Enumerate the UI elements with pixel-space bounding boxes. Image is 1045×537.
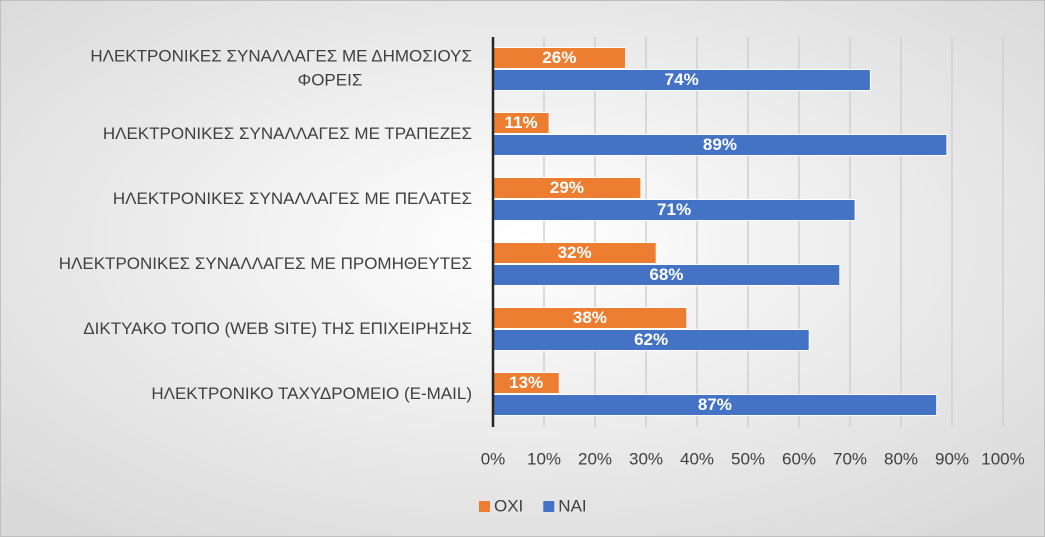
x-tick-label: 60% — [782, 449, 816, 468]
data-label: 32% — [558, 243, 592, 262]
y-tick-label: ΗΛΕΚΤΡΟΝΙΚΕΣ ΣΥΝΑΛΛΑΓΕΣ ΜΕ ΠΕΛΑΤΕΣ — [113, 189, 472, 208]
legend-label: ΝΑΙ — [558, 496, 586, 515]
x-tick-label: 20% — [578, 449, 612, 468]
x-tick-label: 30% — [629, 449, 663, 468]
y-tick-label: ΗΛΕΚΤΡΟΝΙΚΟ ΤΑΧΥΔΡΟΜΕΙΟ (E-MAIL) — [151, 384, 472, 403]
x-tick-label: 40% — [680, 449, 714, 468]
data-label: 68% — [649, 265, 683, 284]
x-tick-label: 10% — [527, 449, 561, 468]
data-label: 62% — [634, 330, 668, 349]
x-tick-label: 80% — [884, 449, 918, 468]
y-tick-label: ΗΛΕΚΤΡΟΝΙΚΕΣ ΣΥΝΑΛΛΑΓΕΣ ΜΕ ΔΗΜΟΣΙΟΥΣ ΦΟΡΕ… — [90, 47, 472, 90]
data-label: 13% — [509, 373, 543, 392]
x-tick-label: 50% — [731, 449, 765, 468]
data-label: 74% — [665, 70, 699, 89]
y-tick-label: ΗΛΕΚΤΡΟΝΙΚΕΣ ΣΥΝΑΛΛΑΓΕΣ ΜΕ ΠΡΟΜΗΘΕΥΤΕΣ — [59, 254, 472, 273]
data-label: 26% — [542, 48, 576, 67]
y-tick-label: ΔΙΚΤΥΑΚΟ ΤΟΠΟ (WEB SITE) ΤΗΣ ΕΠΙΧΕΙΡΗΣΗΣ — [83, 319, 472, 338]
data-label: 38% — [573, 308, 607, 327]
data-label: 89% — [703, 135, 737, 154]
legend-swatch — [543, 501, 555, 512]
x-tick-label: 100% — [981, 449, 1024, 468]
legend-swatch — [479, 501, 490, 512]
x-tick-label: 90% — [935, 449, 969, 468]
data-label: 11% — [505, 113, 538, 132]
y-tick-label: ΗΛΕΚΤΡΟΝΙΚΕΣ ΣΥΝΑΛΛΑΓΕΣ ΜΕ ΤΡΑΠΕΖΕΣ — [103, 124, 472, 143]
data-label: 29% — [550, 178, 584, 197]
x-tick-label: 70% — [833, 449, 867, 468]
data-label: 71% — [657, 200, 691, 219]
data-label: 87% — [698, 395, 732, 414]
legend-label: ΟΧΙ — [494, 496, 523, 515]
x-tick-label: 0% — [481, 449, 506, 468]
